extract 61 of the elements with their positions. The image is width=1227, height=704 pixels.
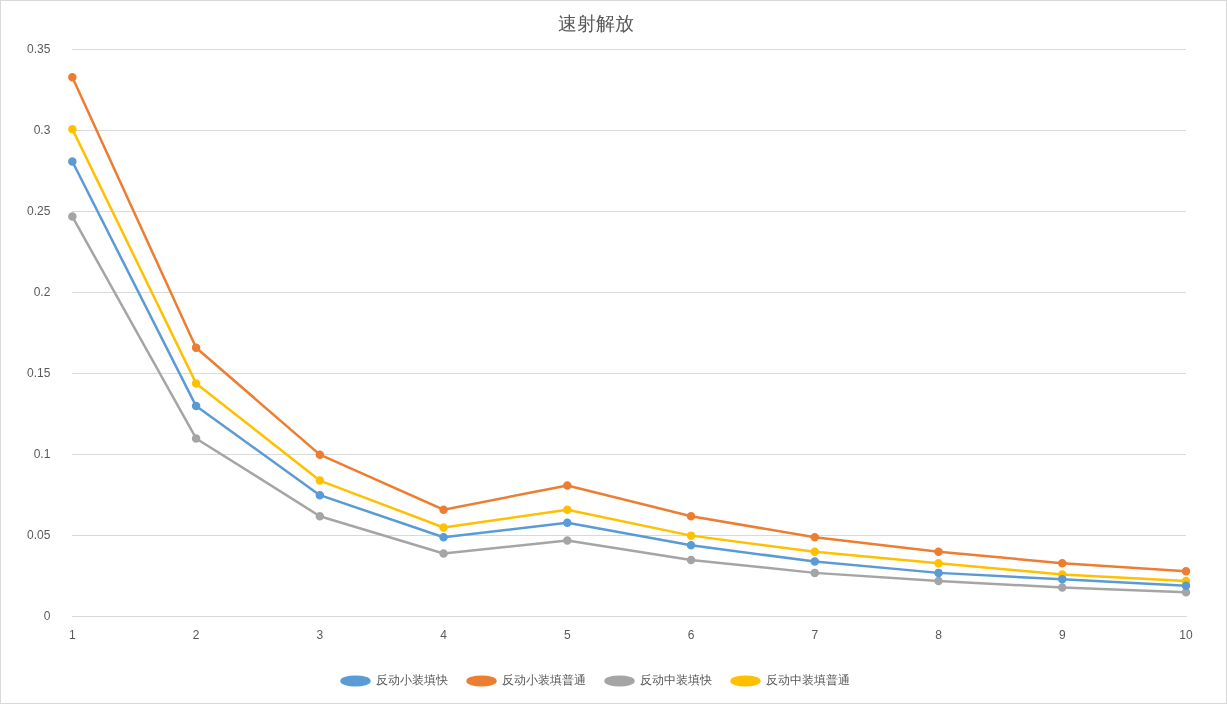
point xyxy=(439,549,448,558)
y-tick-label: 0.1 xyxy=(33,446,51,461)
y-tick-label: 0.3 xyxy=(33,123,51,138)
x-tick-label: 4 xyxy=(440,628,448,643)
point xyxy=(1058,583,1067,592)
point xyxy=(315,490,325,500)
legend-label: 反动中装填普通 xyxy=(765,673,850,688)
point xyxy=(191,401,201,411)
point xyxy=(686,555,696,565)
point xyxy=(191,343,201,353)
legend-label: 反动小装填普通 xyxy=(501,673,586,688)
point xyxy=(810,568,820,578)
x-tick-label: 3 xyxy=(316,628,324,643)
point xyxy=(315,476,325,485)
point xyxy=(315,450,325,459)
point xyxy=(68,73,77,82)
point xyxy=(315,511,325,521)
chart-title: 速射解放 xyxy=(557,12,634,34)
point xyxy=(934,568,943,578)
point xyxy=(1058,558,1067,568)
point xyxy=(563,505,572,514)
point xyxy=(1181,588,1191,597)
point xyxy=(191,434,201,443)
point xyxy=(810,557,820,566)
x-tick-label: 5 xyxy=(563,628,571,643)
point xyxy=(563,481,572,490)
point xyxy=(810,547,820,557)
point xyxy=(439,533,448,542)
x-tick-label: 8 xyxy=(935,628,943,643)
y-tick-label: 0.25 xyxy=(27,204,51,219)
point xyxy=(1181,581,1191,591)
point xyxy=(686,511,696,521)
point xyxy=(68,124,77,134)
point xyxy=(439,505,448,514)
y-tick-label: 0.35 xyxy=(27,42,51,57)
x-tick-label: 1 xyxy=(69,628,77,643)
legend-label: 反动小装填快 xyxy=(375,673,448,688)
x-tick-label: 10 xyxy=(1179,628,1193,643)
y-tick-label: 0 xyxy=(43,608,51,623)
point xyxy=(1181,567,1191,576)
point xyxy=(934,547,943,557)
point xyxy=(810,533,820,542)
legend-label: 反动中装填快 xyxy=(639,673,712,688)
point xyxy=(1058,575,1067,584)
x-tick-label: 7 xyxy=(811,628,819,643)
point xyxy=(934,576,943,586)
point xyxy=(934,558,943,568)
y-tick-label: 0.05 xyxy=(27,527,51,542)
x-tick-label: 2 xyxy=(192,628,200,643)
point xyxy=(68,157,77,166)
point xyxy=(191,379,201,388)
x-tick-label: 6 xyxy=(687,628,695,643)
point xyxy=(68,212,77,221)
y-tick-label: 0.15 xyxy=(27,366,51,380)
point xyxy=(563,518,572,527)
point xyxy=(563,536,572,545)
x-tick-label: 9 xyxy=(1058,628,1066,643)
point xyxy=(686,541,696,550)
point xyxy=(439,523,448,532)
y-tick-label: 0.2 xyxy=(33,285,51,300)
point xyxy=(686,531,696,540)
